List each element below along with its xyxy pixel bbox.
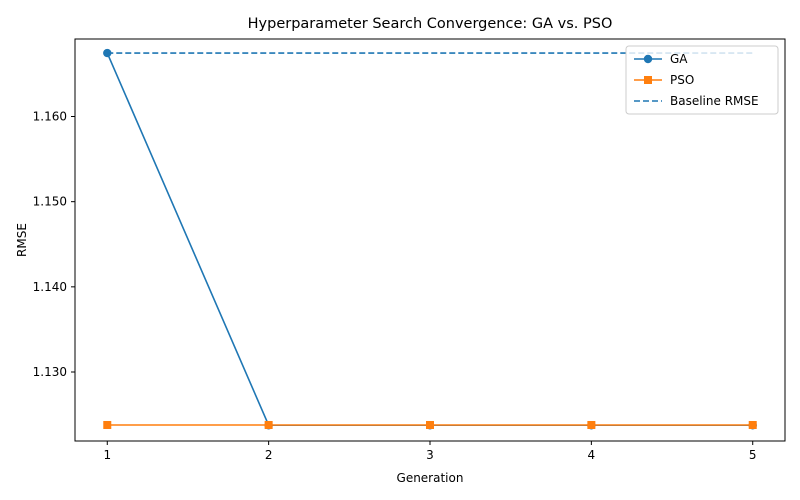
x-tick-label: 4 — [588, 448, 596, 462]
legend-box — [625, 45, 779, 115]
legend-label: PSO — [670, 73, 694, 87]
data-point-pso — [426, 420, 434, 429]
x-axis-ticks: 1 2 3 4 5 — [103, 441, 757, 462]
legend-label: Baseline RMSE — [670, 94, 759, 108]
y-tick-label: 1.150 — [33, 195, 67, 209]
chart-title: Hyperparameter Search Convergence: GA vs… — [248, 16, 613, 32]
x-tick-label: 3 — [426, 448, 434, 462]
x-tick-label: 5 — [749, 448, 757, 462]
x-axis-label: Generation — [397, 471, 464, 485]
legend-marker — [644, 76, 652, 84]
legend: GA PSO Baseline RMSE — [625, 45, 779, 115]
x-tick-label: 1 — [103, 448, 111, 462]
y-axis-ticks: 1.130 1.140 1.150 1.160 — [33, 110, 75, 379]
data-point-pso — [103, 420, 112, 429]
legend-label: GA — [670, 52, 688, 66]
y-axis-label: RMSE — [15, 223, 29, 257]
y-tick-label: 1.140 — [33, 280, 67, 294]
data-point-pso — [264, 420, 273, 429]
legend-marker — [643, 54, 653, 64]
x-tick-label: 2 — [265, 448, 273, 462]
data-point-pso — [748, 420, 757, 429]
plot-lines — [103, 48, 757, 430]
y-tick-label: 1.160 — [33, 110, 67, 124]
data-point-pso — [587, 420, 596, 429]
y-tick-label: 1.130 — [33, 365, 67, 379]
